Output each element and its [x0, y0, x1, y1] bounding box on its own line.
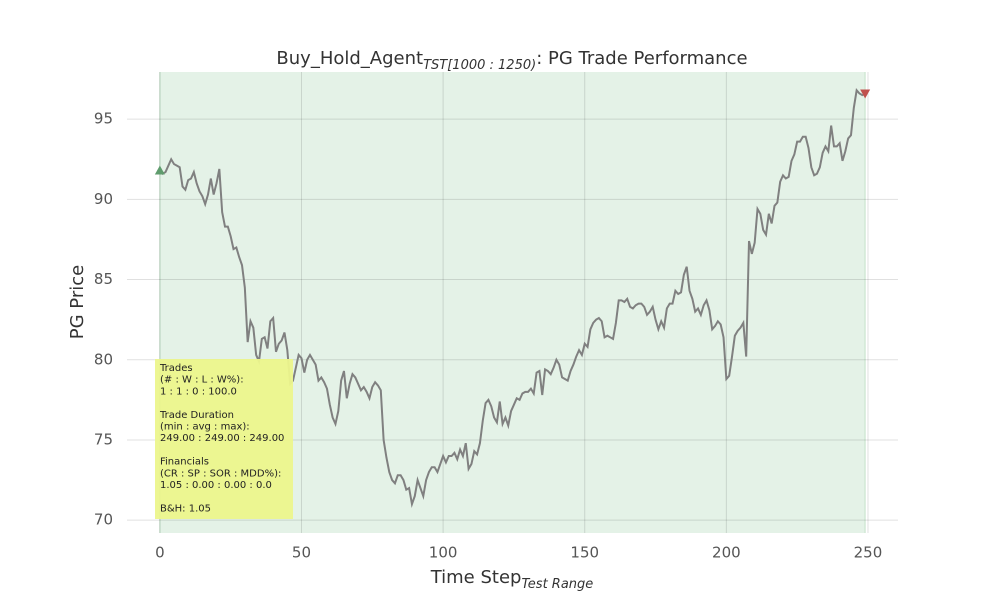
annotation-text: 1.05 : 0.00 : 0.00 : 0.0: [160, 480, 272, 491]
title-rest: : PG Trade Performance: [536, 48, 747, 69]
xlabel-subscript: Test Range: [521, 577, 593, 592]
x-tick-label: 50: [292, 544, 311, 562]
annotation-text: Financials: [160, 457, 209, 468]
y-tick-label: 80: [94, 350, 113, 368]
price-line: [159, 88, 866, 509]
chart-title: Buy_Hold_AgentTST[1000 : 1250): PG Trade…: [276, 48, 747, 73]
annotation-text: (min : avg : max):: [160, 422, 250, 433]
y-tick-label: 95: [94, 110, 113, 128]
annotation-text: 1 : 1 : 0 : 100.0: [160, 386, 237, 397]
y-tick-label: 75: [94, 430, 113, 448]
annotation-box: [155, 359, 293, 519]
title-main: Buy_Hold_Agent: [276, 48, 423, 69]
y-tick-label: 70: [94, 511, 113, 529]
y-tick-label: 90: [94, 190, 113, 208]
annotation-text: B&H: 1.05: [160, 503, 211, 514]
y-axis-label: PG Price: [67, 265, 88, 339]
x-tick-label: 150: [570, 544, 599, 562]
x-axis-label: Time StepTest Range: [430, 567, 594, 592]
annotation-text: Trades: [159, 363, 193, 374]
title-subscript: TST[1000 : 1250): [423, 58, 536, 73]
xlabel-main: Time Step: [430, 567, 522, 588]
x-tick-label: 250: [854, 544, 883, 562]
buy-marker: [154, 165, 165, 175]
x-tick-label: 200: [712, 544, 741, 562]
annotation-text: (# : W : L : W%):: [160, 375, 244, 386]
annotation-text: 249.00 : 249.00 : 249.00: [160, 433, 284, 444]
x-tick-label: 100: [429, 544, 458, 562]
x-tick-label: 0: [155, 544, 165, 562]
annotation-text: (CR : SP : SOR : MDD%):: [160, 468, 281, 479]
y-tick-label: 85: [94, 270, 113, 288]
annotation-text: Trade Duration: [159, 410, 234, 421]
sell-marker: [860, 89, 871, 99]
